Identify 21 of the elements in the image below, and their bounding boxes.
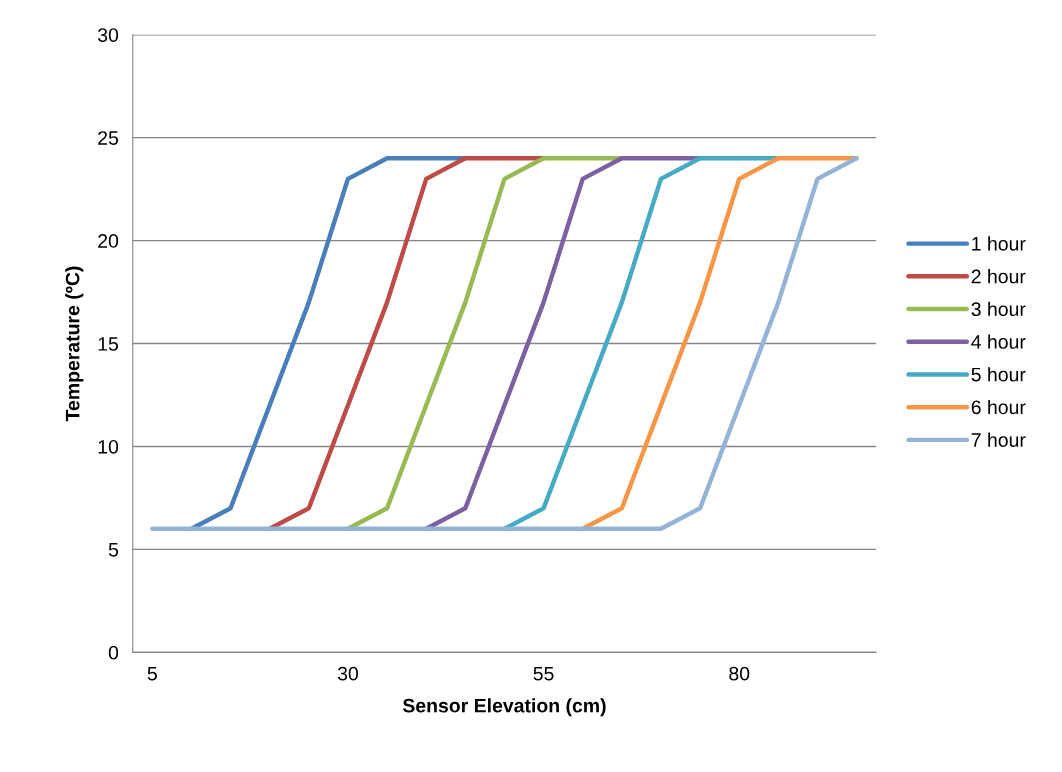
legend-label: 1 hour — [972, 236, 1026, 251]
legend-label: 7 hour — [971, 432, 1026, 447]
line-series — [150, 156, 859, 532]
y-tick-label: 5 — [108, 543, 119, 557]
legend-label: 5 hour — [971, 367, 1026, 382]
x-tick-label: 80 — [729, 666, 750, 681]
y-tick-label: 15 — [98, 337, 119, 351]
y-tick-label: 30 — [97, 28, 119, 42]
y-tick-label: 25 — [98, 131, 119, 145]
legend-label: 6 hour — [971, 399, 1026, 415]
x-axis-title: Sensor Elevation (cm) — [402, 698, 606, 717]
x-tick-label: 5 — [147, 666, 157, 681]
y-tick-label: 0 — [108, 645, 119, 660]
x-tick-label: 55 — [533, 666, 554, 681]
legend-label: 2 hour — [971, 269, 1026, 284]
legend-label: 3 hour — [971, 301, 1026, 317]
y-tick-label: 10 — [98, 439, 119, 454]
y-tick-label: 20 — [98, 234, 119, 248]
y-axis-title: Temperature (ºC) — [65, 266, 84, 422]
x-tick-label: 30 — [337, 666, 358, 681]
legend-label: 4 hour — [971, 334, 1026, 349]
